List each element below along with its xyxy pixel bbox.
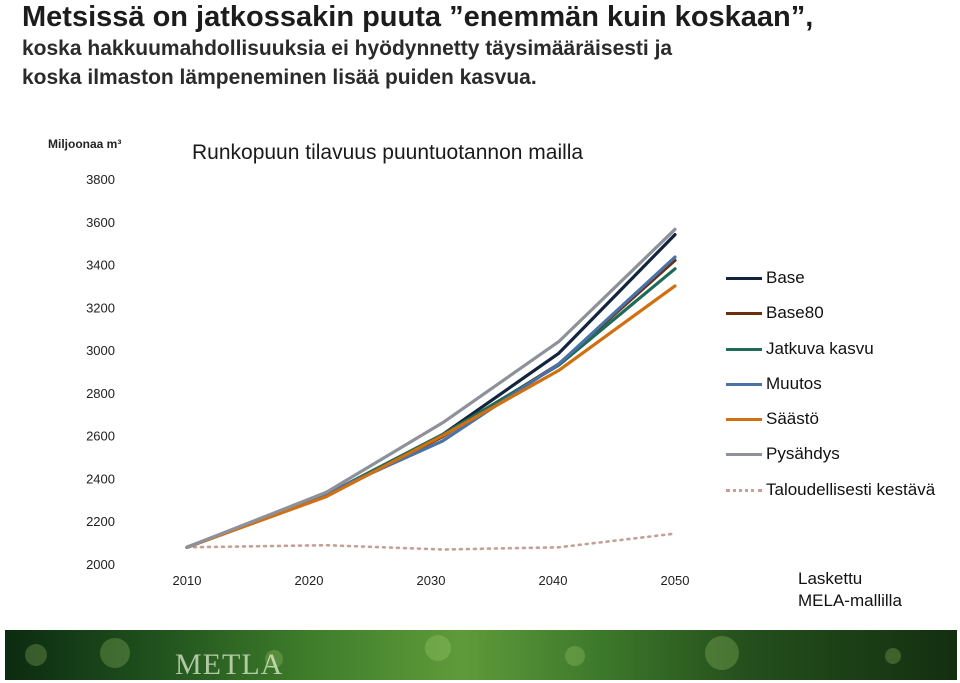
metla-logo: METLA <box>175 648 284 680</box>
legend-swatch <box>726 382 762 386</box>
legend-swatch <box>726 453 762 457</box>
y-tick-label: 2600 <box>86 429 115 444</box>
x-tick-label: 2040 <box>539 573 568 588</box>
footnote-line-1: Laskettu <box>798 569 863 588</box>
legend-item-muutos: Muutos <box>726 374 958 409</box>
y-tick-label: 3000 <box>86 343 115 358</box>
y-tick-label: 2000 <box>86 557 115 572</box>
bokeh-dot <box>425 635 451 661</box>
bokeh-dot <box>565 646 585 666</box>
legend-label: Taloudellisesti kestävä <box>766 479 936 499</box>
legend-swatch <box>726 312 762 316</box>
x-tick-label: 2050 <box>661 573 690 588</box>
legend-item-taloudellisesti-kestava: Taloudellisesti kestävä <box>726 480 958 515</box>
subtitle-line-2: koska ilmaston lämpeneminen lisää puiden… <box>22 66 537 89</box>
series-line-base80 <box>185 258 677 549</box>
bokeh-dot <box>100 638 130 668</box>
legend-item-jatkuva-kasvu: Jatkuva kasvu <box>726 339 958 374</box>
header: Metsissä on jatkossakin puuta ”enemmän k… <box>22 0 952 92</box>
legend-label: Base80 <box>766 303 824 323</box>
subtitle-line-1: koska hakkuumahdollisuuksia ei hyödynnet… <box>22 37 673 60</box>
legend-label: Jatkuva kasvu <box>766 338 874 358</box>
y-tick-label: 3400 <box>86 258 115 273</box>
legend-swatch <box>726 277 762 280</box>
bokeh-dot <box>25 644 47 666</box>
x-tick-label: 2020 <box>295 573 324 588</box>
chart-legend: Base Base80 Jatkuva kasvu Muutos Säästö Pysäh… <box>726 268 958 515</box>
y-tick-label: 3200 <box>86 300 115 315</box>
chart-title: Runkopuun tilavuus puuntuotannon mailla <box>192 141 584 164</box>
legend-swatch <box>726 347 762 351</box>
legend-label: Pysähdys <box>766 444 840 464</box>
footnote-line-2: MELA-mallilla <box>798 591 902 610</box>
y-tick-label: 3800 <box>86 172 115 187</box>
y-tick-label: 3600 <box>86 215 115 230</box>
legend-item-base80: Base80 <box>726 303 958 338</box>
y-axis-unit-label: Miljoonaa m³ <box>48 137 122 151</box>
line-chart: 3800 3600 3400 3200 3000 2800 2600 2400 2200 2000… <box>86 172 690 588</box>
legend-label: Muutos <box>766 373 822 393</box>
y-tick-label: 2400 <box>86 471 115 486</box>
page-title: Metsissä on jatkossakin puuta ”enemmän k… <box>22 1 814 33</box>
series-line-saasto <box>185 284 677 549</box>
legend-item-base: Base <box>726 268 958 303</box>
series-line-pysahdys <box>185 227 677 549</box>
y-tick-label: 2200 <box>86 514 115 529</box>
legend-swatch <box>726 488 762 492</box>
bokeh-dot <box>705 636 739 670</box>
series-line-base <box>185 233 677 549</box>
footer-banner: METLA <box>5 630 957 680</box>
x-tick-label: 2030 <box>417 573 446 588</box>
bokeh-dot <box>885 648 901 664</box>
legend-label: Base <box>766 268 805 287</box>
legend-item-pysahdys: Pysähdys <box>726 444 958 479</box>
series-line-taloudellisesti-kestava <box>185 532 677 551</box>
legend-item-saasto: Säästö <box>726 409 958 444</box>
footnote: Laskettu MELA-mallilla <box>798 568 902 612</box>
y-tick-label: 2800 <box>86 386 115 401</box>
bokeh-dot <box>265 650 283 668</box>
legend-swatch <box>726 418 762 422</box>
x-tick-label: 2010 <box>173 573 202 588</box>
legend-label: Säästö <box>766 409 819 429</box>
